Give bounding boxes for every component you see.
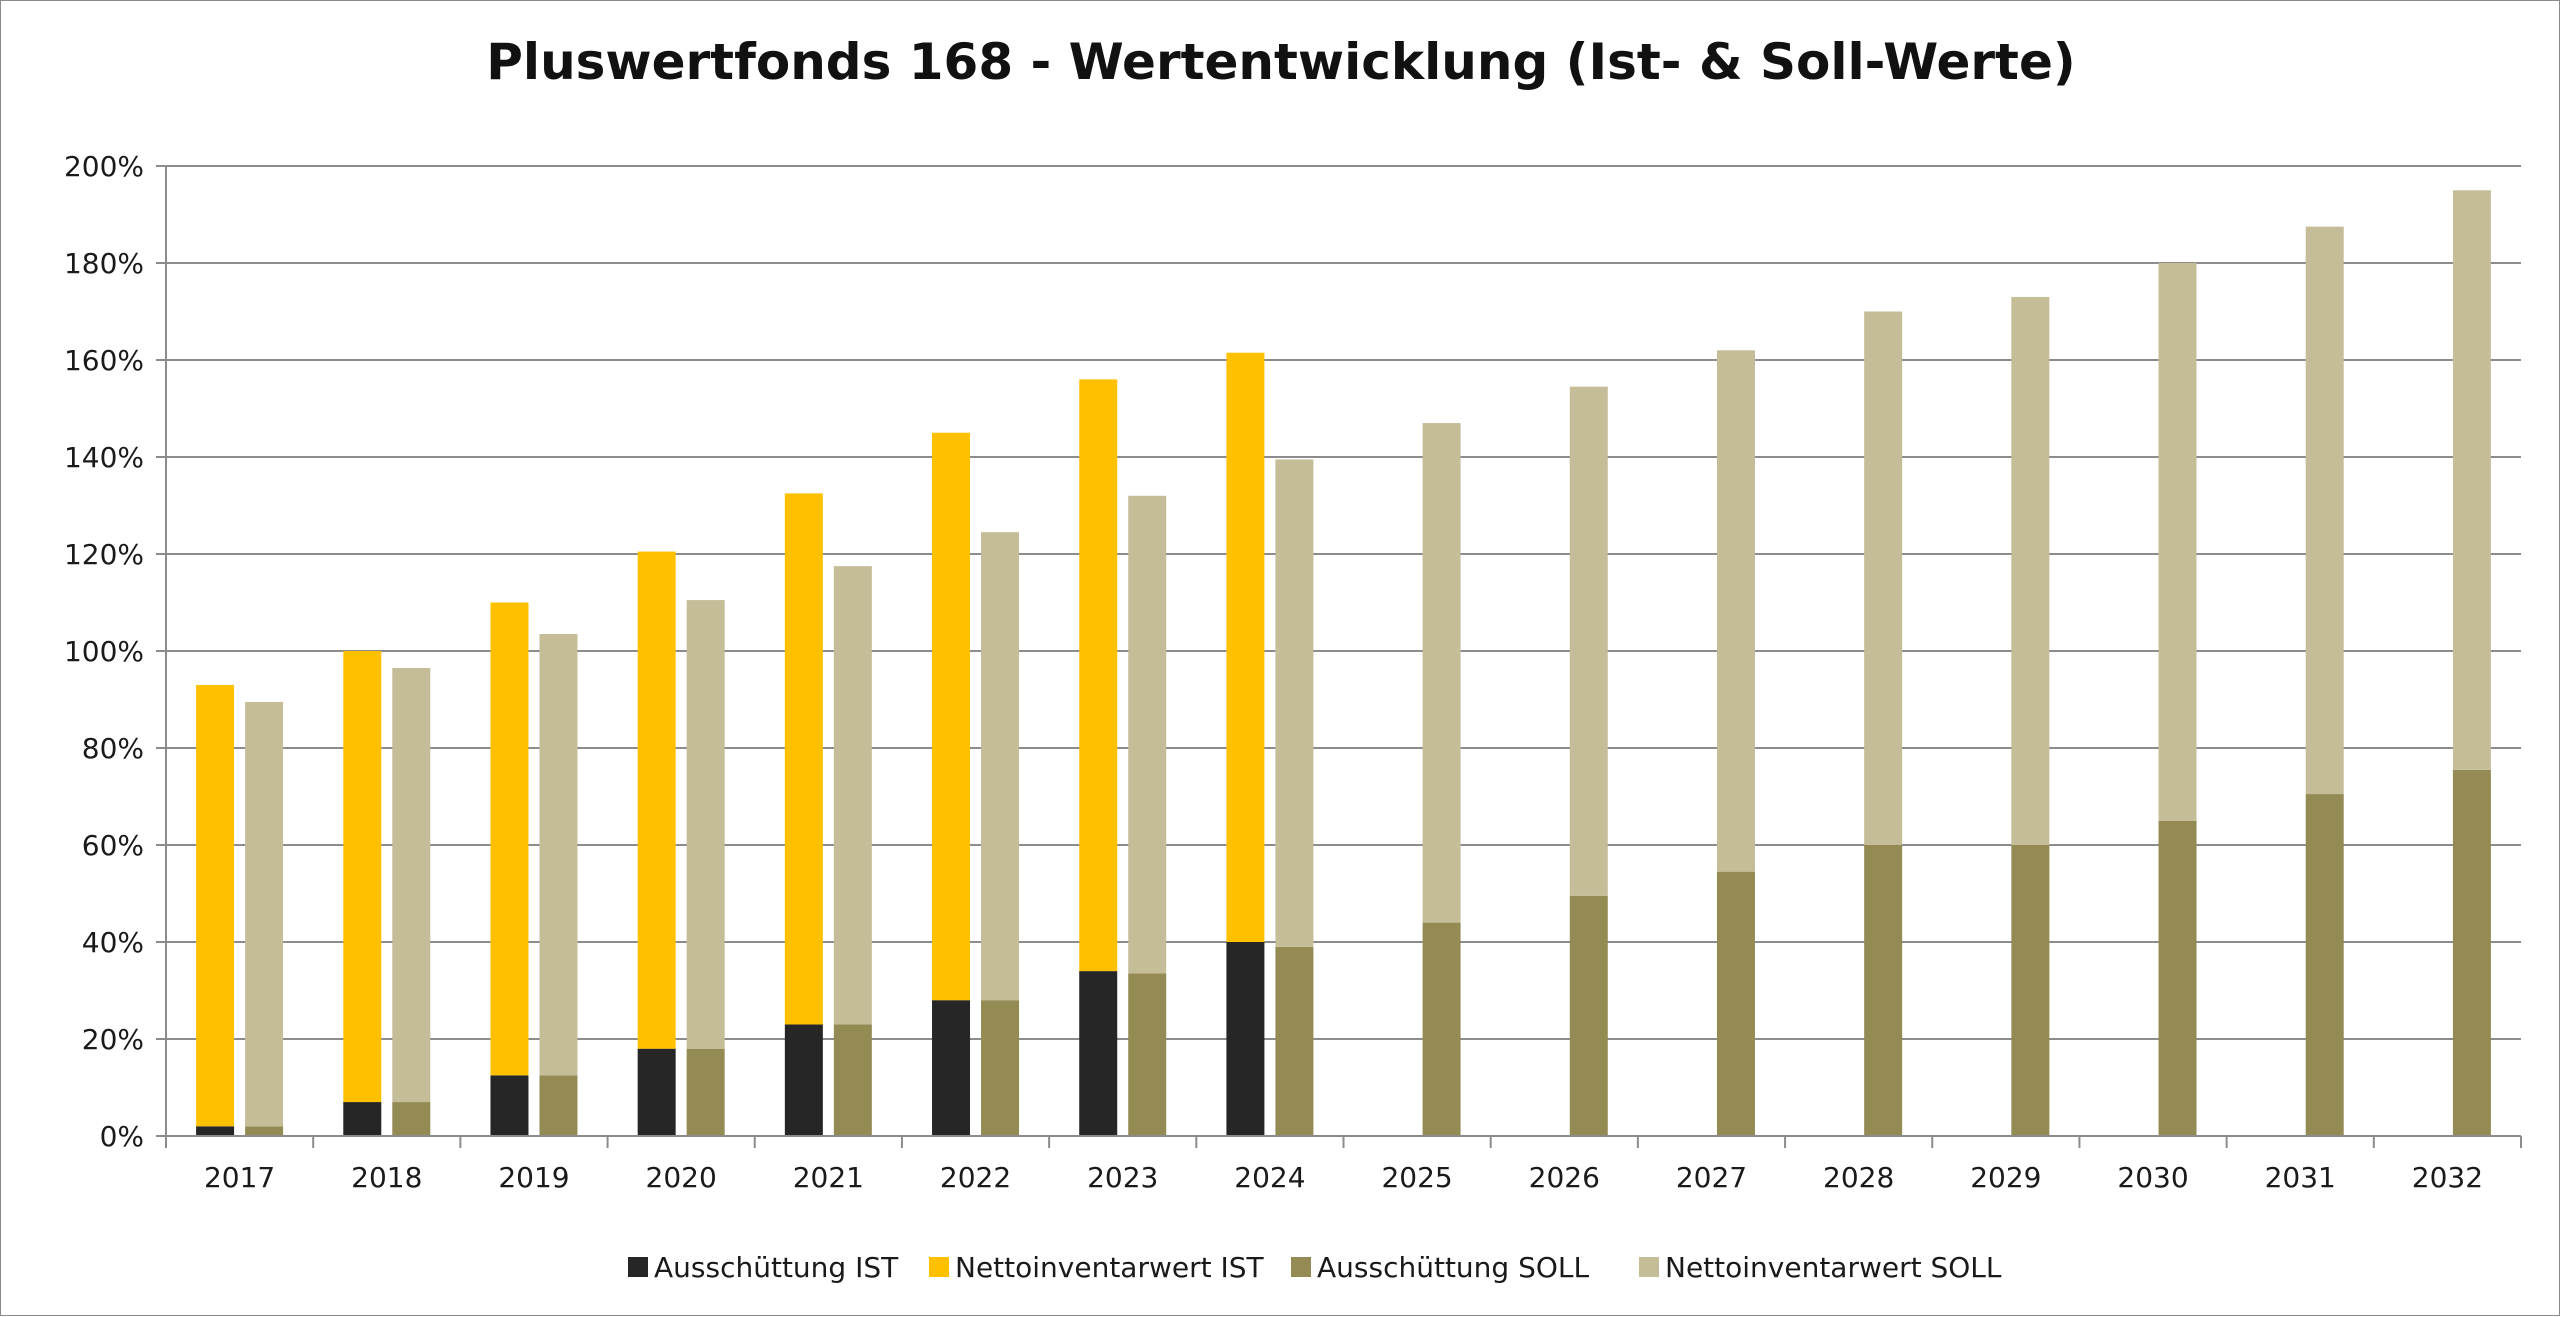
bar-aussch-ttung-ist-2019 — [490, 1075, 529, 1136]
bar-aussch-ttung-ist-2018 — [343, 1102, 382, 1136]
bar-aussch-ttung-soll-2021 — [833, 1024, 872, 1136]
bar-nettoinventarwert-soll-2031 — [2305, 226, 2344, 795]
bar-aussch-ttung-soll-2022 — [981, 1000, 1020, 1136]
bar-nettoinventarwert-soll-2027 — [1716, 350, 1755, 872]
bar-nettoinventarwert-soll-2023 — [1128, 495, 1167, 974]
legend-label: Ausschüttung SOLL — [1317, 1251, 1589, 1284]
bar-nettoinventarwert-soll-2028 — [1864, 311, 1903, 845]
y-tick-label: 140% — [64, 441, 144, 474]
x-axis-ticks: 2017 2018 2019 2020 2021 2022 2023 2024 2025 2026… — [165, 1136, 2522, 1194]
bar-aussch-ttung-ist-2020 — [637, 1048, 676, 1136]
bar-nettoinventarwert-ist-2018 — [343, 651, 382, 1103]
bars — [196, 190, 2491, 1136]
legend-swatch — [1639, 1257, 1659, 1277]
y-tick-label: 80% — [82, 732, 144, 765]
x-tick-label: 2027 — [1676, 1161, 1747, 1194]
bar-nettoinventarwert-soll-2026 — [1569, 386, 1608, 896]
x-tick-label: 2023 — [1087, 1161, 1158, 1194]
y-tick-label: 160% — [64, 344, 144, 377]
bar-nettoinventarwert-soll-2029 — [2011, 296, 2050, 845]
bar-aussch-ttung-ist-2021 — [784, 1024, 823, 1136]
bar-aussch-ttung-soll-2030 — [2158, 820, 2197, 1136]
bar-nettoinventarwert-ist-2019 — [490, 602, 529, 1076]
bar-nettoinventarwert-soll-2017 — [245, 701, 284, 1127]
legend-swatch — [929, 1257, 949, 1277]
bar-nettoinventarwert-soll-2022 — [981, 532, 1020, 1001]
y-tick-label: 100% — [64, 635, 144, 668]
legend: Ausschüttung IST Nettoinventarwert IST Aus… — [628, 1251, 2002, 1284]
bar-aussch-ttung-soll-2020 — [686, 1048, 725, 1136]
x-tick-label: 2025 — [1381, 1161, 1452, 1194]
bar-aussch-ttung-soll-2019 — [539, 1075, 578, 1136]
x-tick-label: 2021 — [793, 1161, 864, 1194]
bar-nettoinventarwert-soll-2019 — [539, 634, 578, 1076]
bar-aussch-ttung-soll-2026 — [1569, 895, 1608, 1136]
x-tick-label: 2017 — [204, 1161, 275, 1194]
bar-nettoinventarwert-ist-2024 — [1226, 352, 1265, 943]
bar-nettoinventarwert-soll-2021 — [833, 566, 872, 1025]
bar-aussch-ttung-soll-2018 — [392, 1102, 431, 1136]
bar-aussch-ttung-ist-2023 — [1079, 971, 1118, 1136]
y-axis-ticks: 0% 20% 40% 60% 80% 100% 120% 140% 160% 180% 200% — [64, 150, 166, 1153]
y-tick-label: 120% — [64, 538, 144, 571]
x-tick-label: 2029 — [1970, 1161, 2041, 1194]
x-tick-label: 2030 — [2117, 1161, 2188, 1194]
bar-aussch-ttung-ist-2024 — [1226, 942, 1265, 1136]
bar-aussch-ttung-soll-2028 — [1864, 845, 1903, 1136]
y-tick-label: 60% — [82, 829, 144, 862]
legend-label: Nettoinventarwert IST — [955, 1251, 1265, 1284]
bar-nettoinventarwert-ist-2022 — [932, 432, 971, 1001]
bar-aussch-ttung-soll-2027 — [1716, 871, 1755, 1136]
bar-nettoinventarwert-soll-2025 — [1422, 423, 1461, 923]
bar-aussch-ttung-ist-2022 — [932, 1000, 971, 1136]
x-tick-label: 2026 — [1529, 1161, 1600, 1194]
x-tick-label: 2032 — [2412, 1161, 2483, 1194]
x-tick-label: 2018 — [351, 1161, 422, 1194]
legend-label: Ausschüttung IST — [654, 1251, 899, 1284]
bar-nettoinventarwert-ist-2023 — [1079, 379, 1118, 972]
x-tick-label: 2024 — [1234, 1161, 1305, 1194]
x-tick-label: 2019 — [498, 1161, 569, 1194]
legend-swatch — [628, 1257, 648, 1277]
y-tick-label: 0% — [100, 1120, 144, 1153]
bar-aussch-ttung-soll-2029 — [2011, 845, 2050, 1136]
bar-nettoinventarwert-ist-2017 — [196, 684, 235, 1127]
bar-nettoinventarwert-ist-2020 — [637, 551, 676, 1049]
bar-aussch-ttung-soll-2023 — [1128, 973, 1167, 1136]
y-tick-label: 200% — [64, 150, 144, 183]
legend-swatch — [1291, 1257, 1311, 1277]
bar-aussch-ttung-soll-2017 — [245, 1126, 284, 1136]
legend-label: Nettoinventarwert SOLL — [1665, 1251, 2002, 1284]
y-tick-label: 40% — [82, 926, 144, 959]
bar-aussch-ttung-soll-2024 — [1275, 946, 1314, 1136]
y-tick-label: 20% — [82, 1023, 144, 1056]
bar-nettoinventarwert-soll-2020 — [686, 600, 725, 1049]
x-tick-label: 2020 — [646, 1161, 717, 1194]
bar-nettoinventarwert-soll-2032 — [2452, 190, 2491, 770]
bar-nettoinventarwert-soll-2018 — [392, 667, 431, 1103]
bar-nettoinventarwert-soll-2024 — [1275, 459, 1314, 947]
bar-aussch-ttung-ist-2017 — [196, 1126, 235, 1136]
bar-aussch-ttung-soll-2031 — [2305, 794, 2344, 1136]
x-tick-label: 2022 — [940, 1161, 1011, 1194]
x-tick-label: 2031 — [2265, 1161, 2336, 1194]
x-tick-label: 2028 — [1823, 1161, 1894, 1194]
y-tick-label: 180% — [64, 247, 144, 280]
chart-title: Pluswertfonds 168 - Wertentwicklung (Ist… — [486, 33, 2075, 91]
bar-aussch-ttung-soll-2032 — [2452, 769, 2491, 1136]
bar-nettoinventarwert-soll-2030 — [2158, 263, 2197, 821]
bar-nettoinventarwert-ist-2021 — [784, 493, 823, 1025]
bar-aussch-ttung-soll-2025 — [1422, 922, 1461, 1136]
